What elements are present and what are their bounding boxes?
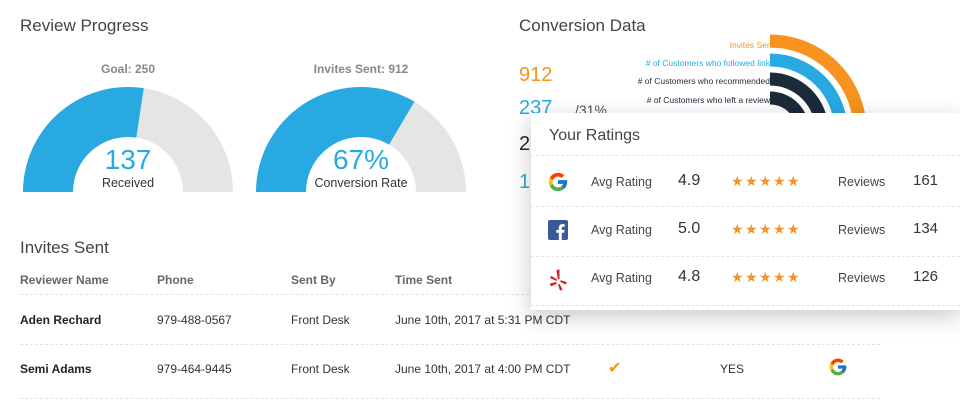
rating-score: 5.0 [678, 220, 701, 237]
star-icon: ★ [731, 269, 744, 285]
facebook-icon [548, 220, 568, 240]
table-divider [20, 398, 880, 399]
star-rating: ★★★★★ ★ [731, 269, 801, 286]
goal-sub: Received [101, 176, 155, 190]
conversion-gauge [256, 86, 466, 192]
reviews-label: Reviews [838, 175, 886, 189]
left-review-count: 1 [519, 171, 531, 193]
goal-gauge-fill [23, 86, 144, 192]
review-left-cell: YES [720, 362, 745, 376]
recommended-count: 2 [519, 133, 531, 155]
col-phone: Phone [157, 273, 194, 287]
rating-row-yelp[interactable]: Avg Rating 4.8 ★★★★★ ★ Reviews 126 [531, 268, 960, 319]
google-icon [548, 172, 568, 192]
invites-sent-title: Invites Sent [20, 238, 109, 257]
star-icon: ★ [745, 221, 758, 237]
avg-rating-label: Avg Rating [591, 271, 652, 285]
time-sent-cell: June 10th, 2017 at 5:31 PM CDT [395, 313, 571, 327]
avg-rating-label: Avg Rating [591, 175, 652, 189]
phone-cell: 979-488-0567 [157, 313, 232, 327]
recommended-arc [770, 72, 827, 118]
invites-label: Invites Sent: 912 [313, 62, 409, 76]
star-icon: ★ [773, 221, 786, 237]
conversion-data-title: Conversion Data [519, 16, 646, 35]
conversion-gauge-fill [256, 86, 415, 192]
reviews-label: Reviews [838, 223, 886, 237]
star-rating: ★★★★★ ★ [731, 173, 801, 190]
table-row[interactable]: Semi Adams 979-464-9445 Front Desk June … [0, 354, 900, 384]
ratings-divider [531, 206, 960, 207]
star-icon: ★ [745, 173, 758, 189]
arc-label-left-review: # of Customers who left a review [646, 95, 770, 105]
review-count: 126 [913, 268, 939, 285]
star-icon: ★ [731, 173, 744, 189]
star-icon: ★ [759, 221, 772, 237]
reviews-label: Reviews [838, 271, 886, 285]
rating-score: 4.9 [678, 172, 701, 189]
review-progress-title: Review Progress [20, 16, 149, 35]
phone-cell: 979-464-9445 [157, 362, 232, 376]
google-icon [829, 358, 847, 376]
time-sent-cell: June 10th, 2017 at 4:00 PM CDT [395, 362, 571, 376]
yelp-icon [549, 269, 567, 291]
reviewer-name: Semi Adams [20, 362, 92, 376]
invites-sent-arc [770, 34, 866, 118]
star-icon: ★ [745, 269, 758, 285]
rating-row-facebook[interactable]: Avg Rating 5.0 ★★★★★ Reviews 134 [531, 220, 960, 271]
table-row[interactable]: Aden Rechard 979-488-0567 Front Desk Jun… [0, 306, 900, 336]
left-review-arc [770, 91, 808, 118]
star-icon: ★ [731, 221, 744, 237]
conversion-sub: Conversion Rate [314, 176, 408, 190]
rating-score: 4.8 [678, 268, 701, 285]
star-rating: ★★★★★ [731, 221, 801, 238]
arc-label-followed: # of Customers who followed link [645, 58, 770, 68]
conversion-value: 67% [332, 144, 390, 175]
star-icon: ★ ★ [787, 173, 800, 189]
arc-label-recommended: # of Customers who recommended [637, 76, 770, 86]
arc-label-invites: Invites Sent [729, 40, 774, 50]
col-time-sent: Time Sent [395, 273, 453, 287]
review-count: 134 [913, 220, 939, 237]
sent-by-cell: Front Desk [291, 362, 350, 376]
sent-by-cell: Front Desk [291, 313, 350, 327]
star-icon: ★ [759, 173, 772, 189]
goal-gauge [23, 86, 233, 192]
star-icon: ★ [759, 269, 772, 285]
col-reviewer-name: Reviewer Name [20, 273, 109, 287]
star-icon: ★ ★ [787, 269, 800, 285]
ratings-card: Your Ratings Avg Rating 4.9 ★★★★★ ★ Revie… [531, 113, 960, 310]
star-icon: ★ [773, 269, 786, 285]
star-icon: ★ [787, 221, 800, 237]
invites-sent-count: 912 [519, 64, 553, 86]
goal-value: 137 [104, 144, 152, 175]
table-divider [20, 294, 880, 295]
table-divider [20, 344, 880, 345]
rating-row-google[interactable]: Avg Rating 4.9 ★★★★★ ★ Reviews 161 [531, 172, 960, 223]
reviewer-name: Aden Rechard [20, 313, 102, 327]
ratings-divider [531, 305, 960, 306]
conversion-arc-chart [770, 34, 866, 118]
ratings-title: Your Ratings [549, 127, 641, 144]
goal-label: Goal: 250 [100, 62, 156, 76]
ratings-divider [531, 256, 960, 257]
col-sent-by: Sent By [291, 273, 336, 287]
ratings-divider [531, 155, 960, 156]
avg-rating-label: Avg Rating [591, 223, 652, 237]
review-count: 161 [913, 172, 939, 189]
star-icon: ★ [773, 173, 786, 189]
check-icon: ✔ [608, 360, 622, 377]
